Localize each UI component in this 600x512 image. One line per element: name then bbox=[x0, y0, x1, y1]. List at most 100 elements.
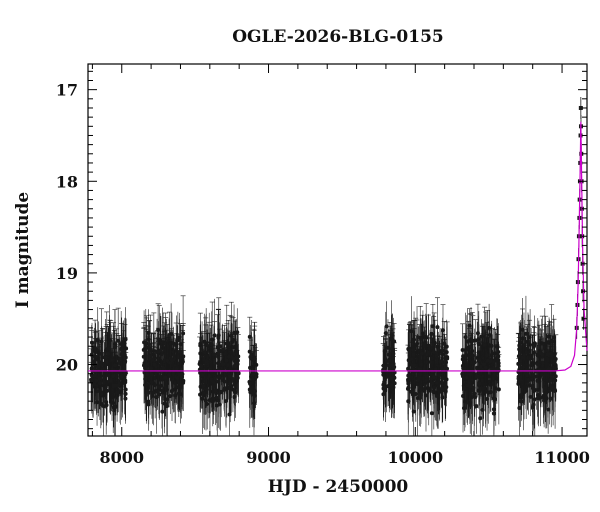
data-point bbox=[482, 343, 487, 348]
data-point bbox=[436, 394, 441, 399]
season-group bbox=[405, 296, 450, 436]
data-point bbox=[204, 359, 209, 364]
data-point bbox=[204, 398, 209, 403]
data-point bbox=[170, 389, 175, 394]
data-point bbox=[229, 333, 234, 338]
data-point bbox=[440, 386, 445, 391]
data-point bbox=[96, 364, 101, 369]
data-point bbox=[389, 333, 394, 338]
data-point bbox=[106, 351, 111, 356]
data-point bbox=[444, 385, 449, 390]
data-point bbox=[523, 371, 528, 376]
data-point bbox=[524, 388, 529, 393]
data-point bbox=[202, 350, 207, 355]
data-point bbox=[432, 353, 437, 358]
data-point bbox=[389, 376, 394, 381]
y-tick-label: 18 bbox=[56, 172, 78, 191]
data-point bbox=[443, 356, 448, 361]
data-point bbox=[248, 381, 253, 386]
data-point bbox=[222, 386, 227, 391]
data-point bbox=[157, 392, 162, 397]
data-point bbox=[199, 364, 204, 369]
season-group bbox=[141, 295, 186, 436]
data-point bbox=[540, 352, 545, 357]
data-point bbox=[115, 390, 120, 395]
data-point bbox=[119, 374, 124, 379]
data-point bbox=[114, 374, 119, 379]
data-point bbox=[550, 386, 555, 391]
data-point bbox=[149, 366, 154, 371]
data-point bbox=[152, 362, 157, 367]
data-point bbox=[526, 378, 531, 383]
data-point bbox=[428, 359, 433, 364]
data-point bbox=[516, 379, 521, 384]
data-point bbox=[429, 411, 434, 416]
data-point bbox=[224, 341, 229, 346]
data-point bbox=[461, 366, 466, 371]
data-point bbox=[225, 363, 230, 368]
data-point bbox=[442, 341, 447, 346]
data-point bbox=[464, 362, 469, 367]
y-axis-ticks: 17 18 19 20 bbox=[56, 70, 587, 430]
data-point bbox=[153, 383, 158, 388]
data-point bbox=[487, 332, 492, 337]
data-point bbox=[429, 331, 434, 336]
data-point bbox=[217, 368, 222, 373]
data-point bbox=[517, 406, 522, 411]
data-point bbox=[477, 358, 482, 363]
model-curve bbox=[88, 121, 588, 372]
data-point bbox=[490, 368, 495, 373]
data-point bbox=[216, 351, 221, 356]
data-point bbox=[520, 355, 525, 360]
data-point bbox=[437, 359, 442, 364]
data-point bbox=[389, 382, 394, 387]
data-point bbox=[144, 383, 149, 388]
data-point bbox=[392, 364, 397, 369]
data-point bbox=[483, 365, 488, 370]
data-point bbox=[97, 381, 102, 386]
data-point bbox=[117, 360, 122, 365]
data-point bbox=[553, 388, 558, 393]
data-point bbox=[461, 393, 466, 398]
data-point bbox=[491, 411, 496, 416]
data-point bbox=[487, 325, 492, 330]
data-point bbox=[543, 386, 548, 391]
data-point bbox=[101, 404, 106, 409]
data-point bbox=[176, 375, 181, 380]
data-point bbox=[174, 367, 179, 372]
data-point bbox=[426, 350, 431, 355]
data-point bbox=[100, 355, 105, 360]
data-point bbox=[180, 372, 185, 377]
data-point bbox=[115, 383, 120, 388]
data-point bbox=[466, 379, 471, 384]
season-group bbox=[515, 295, 559, 436]
plot-frame bbox=[87, 63, 588, 437]
data-point bbox=[525, 340, 530, 345]
data-point bbox=[545, 352, 550, 357]
data-point bbox=[383, 331, 388, 336]
data-point bbox=[440, 348, 445, 353]
plot-area bbox=[87, 63, 588, 437]
data-point bbox=[406, 399, 411, 404]
data-point bbox=[149, 372, 154, 377]
data-point bbox=[179, 383, 184, 388]
y-tick-label: 19 bbox=[56, 264, 78, 283]
data-point bbox=[422, 341, 427, 346]
data-point bbox=[177, 372, 182, 377]
data-point bbox=[164, 404, 169, 409]
data-point bbox=[123, 337, 128, 342]
data-point bbox=[178, 349, 183, 354]
data-point bbox=[200, 372, 205, 377]
data-point bbox=[492, 397, 497, 402]
data-point bbox=[247, 334, 252, 339]
season-group bbox=[380, 300, 398, 423]
data-point bbox=[163, 375, 168, 380]
data-point bbox=[411, 409, 416, 414]
data-point bbox=[217, 402, 222, 407]
data-point bbox=[213, 388, 218, 393]
data-point bbox=[529, 363, 534, 368]
data-point bbox=[248, 355, 253, 360]
data-point bbox=[386, 363, 391, 368]
data-point bbox=[467, 323, 472, 328]
data-point bbox=[204, 387, 209, 392]
